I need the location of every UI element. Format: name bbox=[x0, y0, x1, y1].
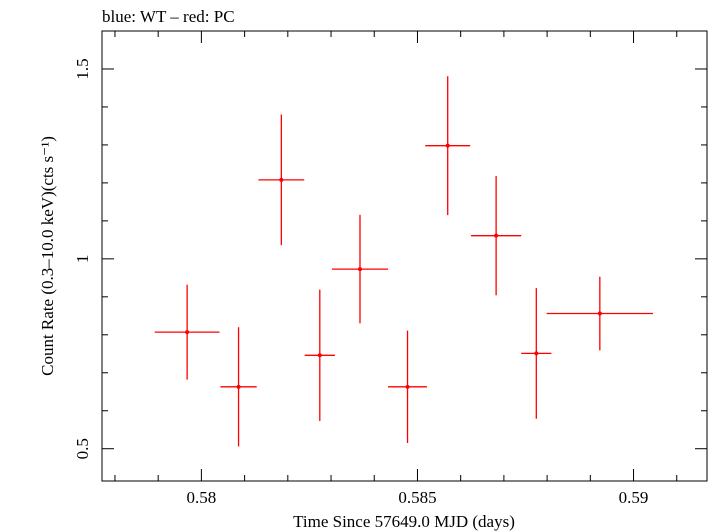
axis-ticks: 0.58 0.585 0.59 0.5 1 1.5 bbox=[73, 30, 707, 507]
x-tick-label: 0.58 bbox=[187, 488, 217, 507]
point-marker bbox=[357, 267, 362, 272]
x-tick-label: 0.59 bbox=[619, 488, 649, 507]
point-marker bbox=[317, 353, 322, 358]
data-point bbox=[258, 114, 305, 246]
point-marker bbox=[494, 233, 499, 238]
point-marker bbox=[534, 351, 539, 356]
point-marker bbox=[445, 143, 450, 148]
point-marker bbox=[279, 177, 284, 182]
data-point bbox=[521, 288, 552, 419]
point-marker bbox=[236, 384, 241, 389]
x-axis-label: Time Since 57649.0 MJD (days) bbox=[293, 512, 515, 531]
data-point bbox=[304, 289, 335, 421]
chart-header-label: blue: WT – red: PC bbox=[102, 7, 235, 26]
plot-frame bbox=[101, 30, 708, 482]
point-marker bbox=[405, 384, 410, 389]
y-tick-label: 1.5 bbox=[73, 58, 92, 79]
data-point bbox=[154, 284, 220, 380]
data-point bbox=[471, 176, 522, 296]
y-tick-label: 1 bbox=[73, 255, 92, 264]
point-marker bbox=[597, 311, 602, 316]
y-tick-label: 0.5 bbox=[73, 438, 92, 459]
point-marker bbox=[185, 330, 190, 335]
data-point bbox=[220, 327, 257, 447]
data-point bbox=[331, 214, 389, 324]
data-point bbox=[425, 76, 471, 216]
x-tick-label: 0.585 bbox=[398, 488, 436, 507]
data-points bbox=[154, 76, 653, 447]
data-point bbox=[546, 276, 653, 351]
y-axis-label: Count Rate (0.3–10.0 keV)(cts s⁻¹) bbox=[38, 136, 57, 376]
data-point bbox=[388, 330, 427, 444]
